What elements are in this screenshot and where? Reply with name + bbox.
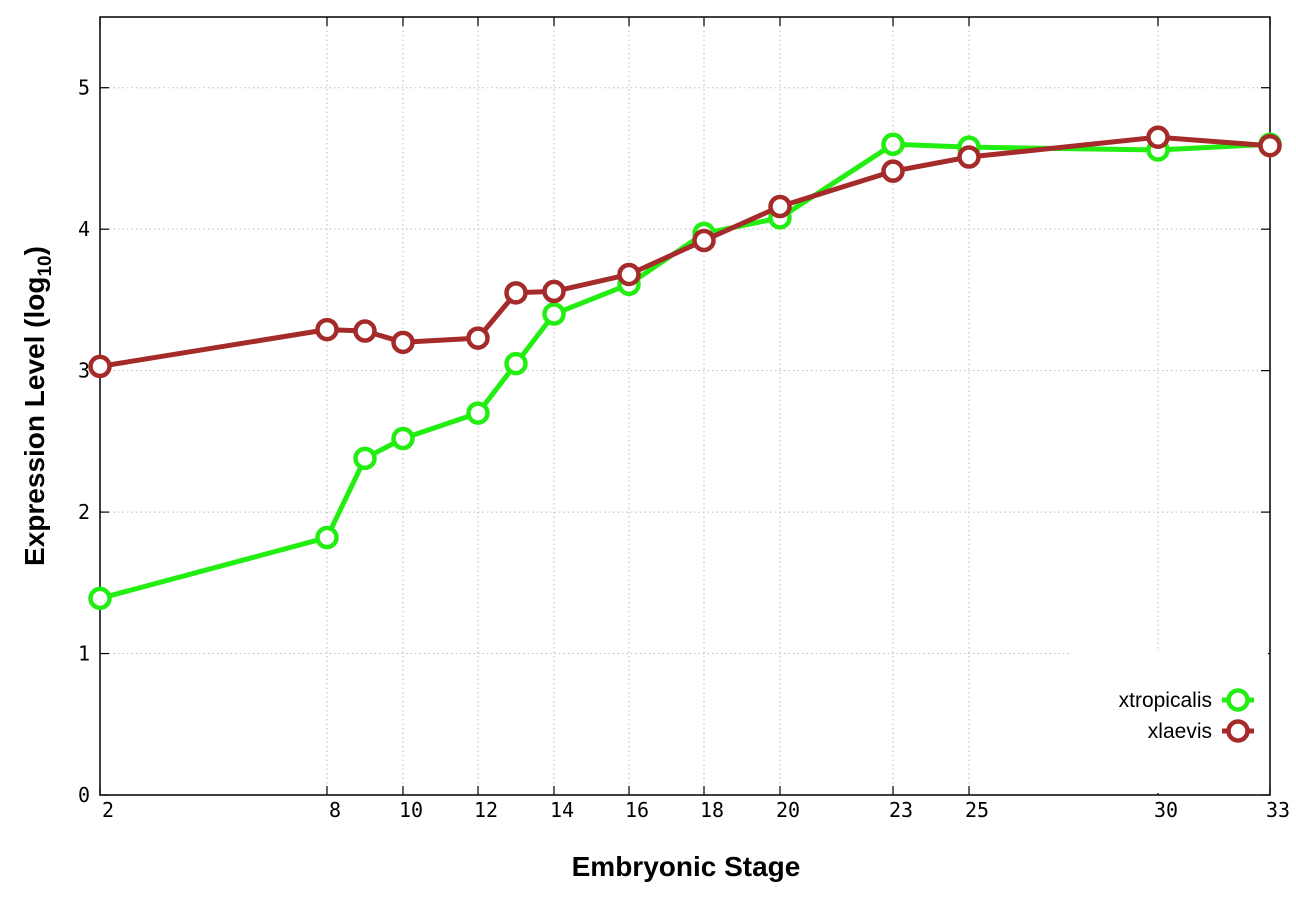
y-tick-label: 2: [78, 500, 90, 524]
y-axis-title-main: Expression Level (log: [19, 277, 50, 566]
x-tick-label: 33: [1266, 798, 1290, 822]
data-point-xlaevis: [466, 326, 490, 350]
series-layer: [88, 125, 1282, 611]
legend-label: xtropicalis: [1119, 689, 1212, 712]
data-point-xtropicalis: [881, 132, 905, 157]
plot-area-border: [99, 16, 1271, 796]
x-tick-label: 14: [550, 798, 574, 822]
x-tick-label: 2: [102, 798, 114, 822]
x-tick-label: 25: [965, 798, 989, 822]
data-point-xlaevis: [881, 159, 905, 183]
y-tick-label: 1: [78, 642, 90, 666]
data-point-xlaevis: [542, 279, 566, 304]
x-tick-label: 18: [700, 798, 724, 822]
legend: xtropicalis xlaevis: [1072, 652, 1268, 793]
x-tick-label: 12: [474, 798, 498, 822]
x-tick-label: 10: [399, 798, 423, 822]
data-point-xtropicalis: [504, 351, 528, 376]
data-point-xlaevis: [353, 319, 377, 343]
y-tick-label: 4: [78, 217, 90, 241]
legend-marker: [1226, 719, 1250, 743]
data-point-xtropicalis: [315, 525, 339, 550]
legend-item-xlaevis: xlaevis: [1148, 719, 1254, 743]
data-point-xlaevis: [88, 354, 112, 379]
series-line-xlaevis: [99, 134, 1271, 369]
x-tick-label: 23: [889, 798, 913, 822]
data-point-xlaevis: [315, 317, 339, 342]
x-tick-label: 16: [625, 798, 649, 822]
y-axis-title-close: ): [19, 246, 50, 255]
data-point-xlaevis: [1146, 125, 1170, 149]
data-point-xlaevis: [504, 281, 528, 305]
legend-label: xlaevis: [1148, 720, 1212, 743]
x-tick-label: 30: [1154, 798, 1178, 822]
x-tick-label: 20: [776, 798, 800, 822]
y-axis-title-subscript: 10: [35, 255, 56, 276]
data-point-xtropicalis: [542, 302, 566, 326]
data-point-xtropicalis: [88, 586, 112, 611]
data-point-xlaevis: [1258, 133, 1282, 158]
data-point-xlaevis: [692, 228, 716, 253]
series-xlaevis: [88, 125, 1282, 379]
data-point-xlaevis: [617, 262, 641, 287]
y-tick-label: 3: [78, 359, 90, 383]
x-axis-title: Embryonic Stage: [572, 851, 801, 882]
data-point-xtropicalis: [391, 426, 415, 451]
series-line-xtropicalis: [99, 141, 1271, 601]
data-point-xtropicalis: [353, 446, 377, 471]
y-tick-label: 0: [78, 783, 90, 807]
data-point-xtropicalis: [466, 401, 490, 425]
series-xtropicalis: [88, 132, 1282, 611]
data-point-xlaevis: [391, 330, 415, 355]
y-tick-label: 5: [78, 76, 90, 100]
x-tick-label: 8: [329, 798, 341, 822]
data-point-xlaevis: [957, 145, 981, 169]
y-axis-title: Expression Level (log10): [19, 246, 56, 566]
legend-marker: [1226, 688, 1250, 712]
legend-item-xtropicalis: xtropicalis: [1119, 688, 1254, 712]
data-point-xlaevis: [768, 194, 792, 219]
